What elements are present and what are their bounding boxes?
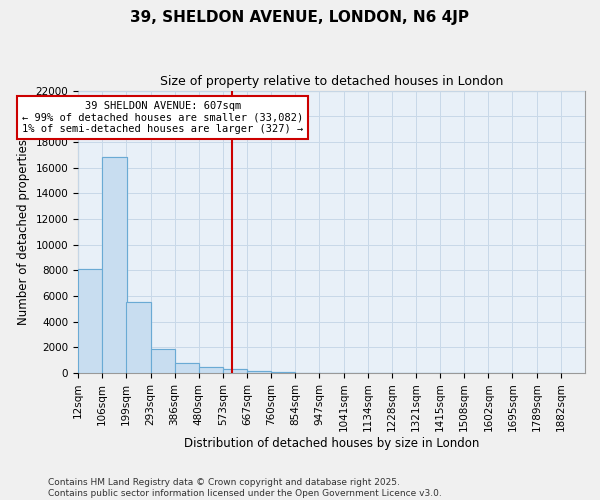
Bar [271, 372, 295, 373]
Bar [271, 372, 295, 373]
Bar [247, 371, 271, 373]
Bar [151, 348, 175, 373]
Bar [223, 369, 247, 373]
Text: 39, SHELDON AVENUE, LONDON, N6 4JP: 39, SHELDON AVENUE, LONDON, N6 4JP [131, 10, 470, 25]
Bar [78, 269, 102, 373]
Bar [175, 362, 199, 373]
Bar [126, 302, 151, 373]
Y-axis label: Number of detached properties: Number of detached properties [17, 139, 30, 325]
Bar [175, 362, 199, 373]
Title: Size of property relative to detached houses in London: Size of property relative to detached ho… [160, 75, 503, 88]
Bar [102, 158, 127, 373]
Bar [126, 302, 151, 373]
Text: 39 SHELDON AVENUE: 607sqm
← 99% of detached houses are smaller (33,082)
1% of se: 39 SHELDON AVENUE: 607sqm ← 99% of detac… [22, 101, 303, 134]
X-axis label: Distribution of detached houses by size in London: Distribution of detached houses by size … [184, 437, 479, 450]
Bar [102, 158, 127, 373]
Bar [151, 348, 175, 373]
Bar [199, 366, 223, 373]
Bar [199, 366, 223, 373]
Text: Contains HM Land Registry data © Crown copyright and database right 2025.
Contai: Contains HM Land Registry data © Crown c… [48, 478, 442, 498]
Bar [247, 371, 271, 373]
Bar [78, 269, 102, 373]
Bar [223, 369, 247, 373]
